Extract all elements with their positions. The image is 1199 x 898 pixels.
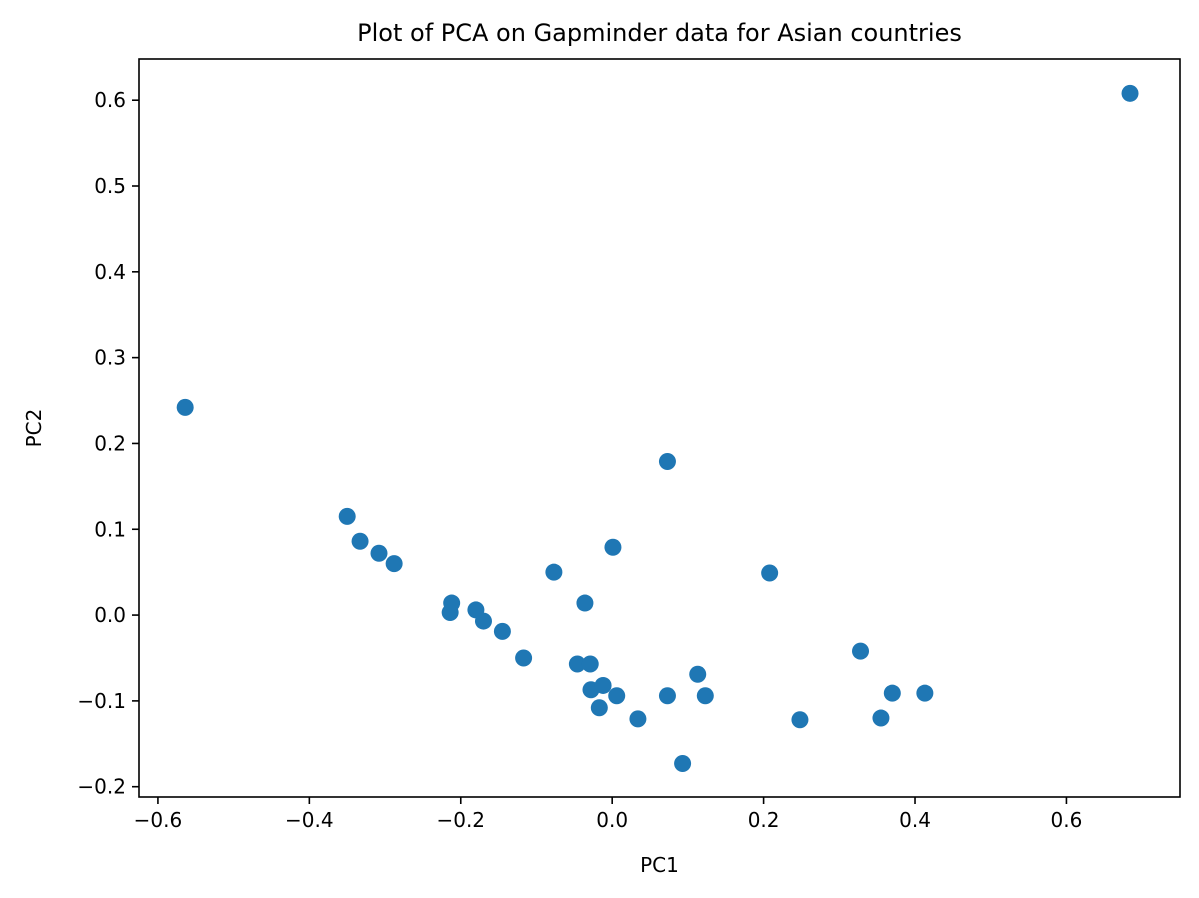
chart-title: Plot of PCA on Gapminder data for Asian … [357, 19, 962, 47]
y-tick-label: 0.1 [94, 517, 126, 541]
y-tick-label: −0.2 [77, 775, 126, 799]
data-point-16 [590, 699, 608, 717]
data-point-26 [761, 564, 779, 582]
data-point-1 [338, 507, 356, 525]
data-point-11 [545, 563, 563, 581]
y-axis-label: PC2 [22, 409, 46, 448]
x-axis-label: PC1 [640, 853, 679, 877]
data-point-21 [658, 452, 676, 470]
data-point-6 [441, 604, 459, 621]
data-point-18 [604, 538, 622, 556]
x-tick-label: 0.6 [1051, 808, 1083, 832]
data-point-24 [689, 665, 707, 683]
data-point-9 [493, 622, 511, 640]
data-point-29 [872, 709, 890, 727]
data-point-0 [176, 398, 194, 416]
data-point-19 [608, 687, 626, 705]
x-tick-label: −0.6 [134, 808, 183, 832]
x-tick-label: −0.4 [285, 808, 334, 832]
y-tick-label: 0.5 [94, 174, 126, 198]
y-tick-label: 0.2 [94, 431, 126, 455]
data-point-27 [791, 711, 809, 729]
data-points [176, 84, 1139, 773]
data-point-3 [370, 544, 388, 562]
axes-frame [138, 58, 1181, 798]
axes: −0.6 −0.4 −0.2 0.0 0.2 0.4 0.6 −0.2 −0.1 0.0 0.1 0.… [77, 58, 1181, 832]
y-tick-label: 0.0 [94, 603, 126, 627]
data-point-2 [351, 532, 369, 550]
y-tick-label: 0.4 [94, 260, 126, 284]
data-point-4 [385, 555, 403, 573]
data-point-13 [576, 594, 594, 612]
data-point-31 [916, 684, 934, 702]
data-point-12 [568, 655, 586, 673]
data-point-22 [658, 687, 676, 705]
plot-area: −0.6 −0.4 −0.2 0.0 0.2 0.4 0.6 −0.2 −0.1 0.0 0.1 0.… [77, 58, 1181, 832]
data-point-32 [1121, 84, 1139, 102]
data-point-28 [852, 642, 870, 660]
x-tick-label: 0.4 [899, 808, 931, 832]
data-point-23 [674, 755, 692, 773]
x-tick-label: 0.2 [748, 808, 780, 832]
y-tick-label: 0.3 [94, 346, 126, 370]
data-point-8 [474, 612, 492, 630]
data-point-10 [515, 649, 533, 667]
data-point-14 [581, 655, 599, 673]
data-point-17 [594, 676, 612, 694]
x-tick-label: −0.2 [436, 808, 485, 832]
y-tick-label: −0.1 [77, 689, 126, 713]
data-point-20 [629, 710, 647, 728]
y-tick-label: 0.6 [94, 88, 126, 112]
data-point-25 [696, 687, 714, 705]
data-point-30 [883, 684, 901, 702]
x-tick-label: 0.0 [596, 808, 628, 832]
